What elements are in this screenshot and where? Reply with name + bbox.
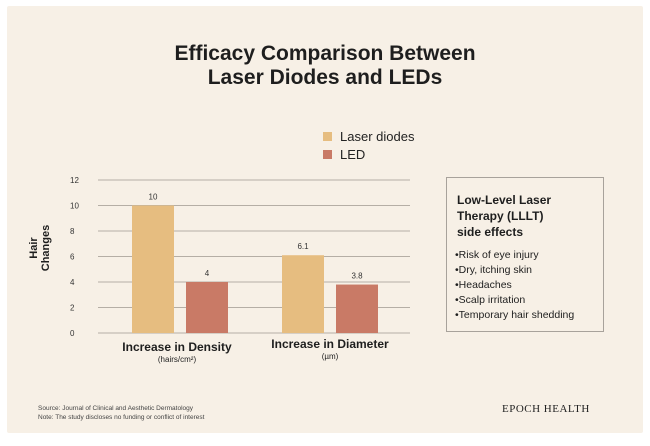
data-label: 4 [205, 269, 210, 278]
legend-swatch-laser-diodes [323, 131, 332, 141]
side-effects-title: Low-Level Laser Therapy (LLLT) side effe… [457, 192, 597, 240]
y-tick-label: 6 [70, 253, 75, 262]
category-unit-diameter: (µm) [321, 352, 339, 361]
footer-note: Note: The study discloses no funding or … [38, 414, 205, 421]
side-effect-item: •Headaches [455, 279, 512, 291]
side-effects-list: •Risk of eye injury •Dry, itching skin •… [455, 248, 574, 323]
legend-label-laser-diodes: Laser diodes [340, 128, 415, 144]
side-effects-box: Low-Level Laser Therapy (LLLT) side effe… [446, 177, 604, 332]
y-tick-label: 0 [70, 329, 75, 338]
category-name-diameter: Increase in Diameter [271, 337, 389, 351]
side-effect-item: •Scalp irritation [455, 294, 526, 306]
footer-source: Source: Journal of Clinical and Aestheti… [38, 405, 193, 412]
y-tick-label: 4 [70, 278, 75, 287]
category-label-diameter: Increase in Diameter (µm) [250, 337, 410, 362]
y-tick-label: 8 [70, 227, 75, 236]
data-label: 3.8 [351, 272, 363, 281]
legend-item-laser-diodes: Laser diodes [323, 128, 414, 144]
side-effects-title-line-1: Low-Level Laser [457, 193, 552, 207]
data-label: 6.1 [297, 242, 309, 251]
side-effect-item: •Dry, itching skin [455, 264, 533, 276]
chart-title-line-2: Laser Diodes and LEDs [207, 66, 443, 89]
side-effect-item: •Temporary hair shedding [455, 309, 575, 321]
data-label: 10 [149, 193, 158, 202]
side-effects-title-line-2: Therapy (LLLT) [457, 209, 544, 223]
bar-led [186, 282, 228, 333]
bar-laser-diodes [132, 205, 174, 333]
brand-logo-text: EPOCH HEALTH [502, 403, 590, 415]
infographic-card [7, 6, 643, 433]
bar-laser-diodes [282, 255, 324, 333]
y-axis-label: Hair Changes [28, 224, 52, 272]
legend-item-led: LED [323, 146, 365, 162]
side-effects-title-line-3: side effects [457, 225, 524, 239]
category-name-density: Increase in Density [122, 340, 232, 354]
bar-led [336, 284, 378, 333]
y-tick-label: 2 [70, 304, 75, 313]
category-unit-density: (hairs/cm²) [157, 355, 197, 364]
chart-title-line-1: Efficacy Comparison Between [174, 42, 476, 65]
side-effect-item: •Risk of eye injury [455, 249, 539, 261]
footer-notes: Source: Journal of Clinical and Aestheti… [38, 404, 204, 422]
category-label-density: Increase in Density (hairs/cm²) [97, 340, 257, 365]
legend-label-led: LED [340, 146, 366, 162]
y-tick-label: 12 [70, 176, 79, 185]
legend-swatch-led [323, 149, 332, 159]
y-tick-label: 10 [70, 202, 79, 211]
